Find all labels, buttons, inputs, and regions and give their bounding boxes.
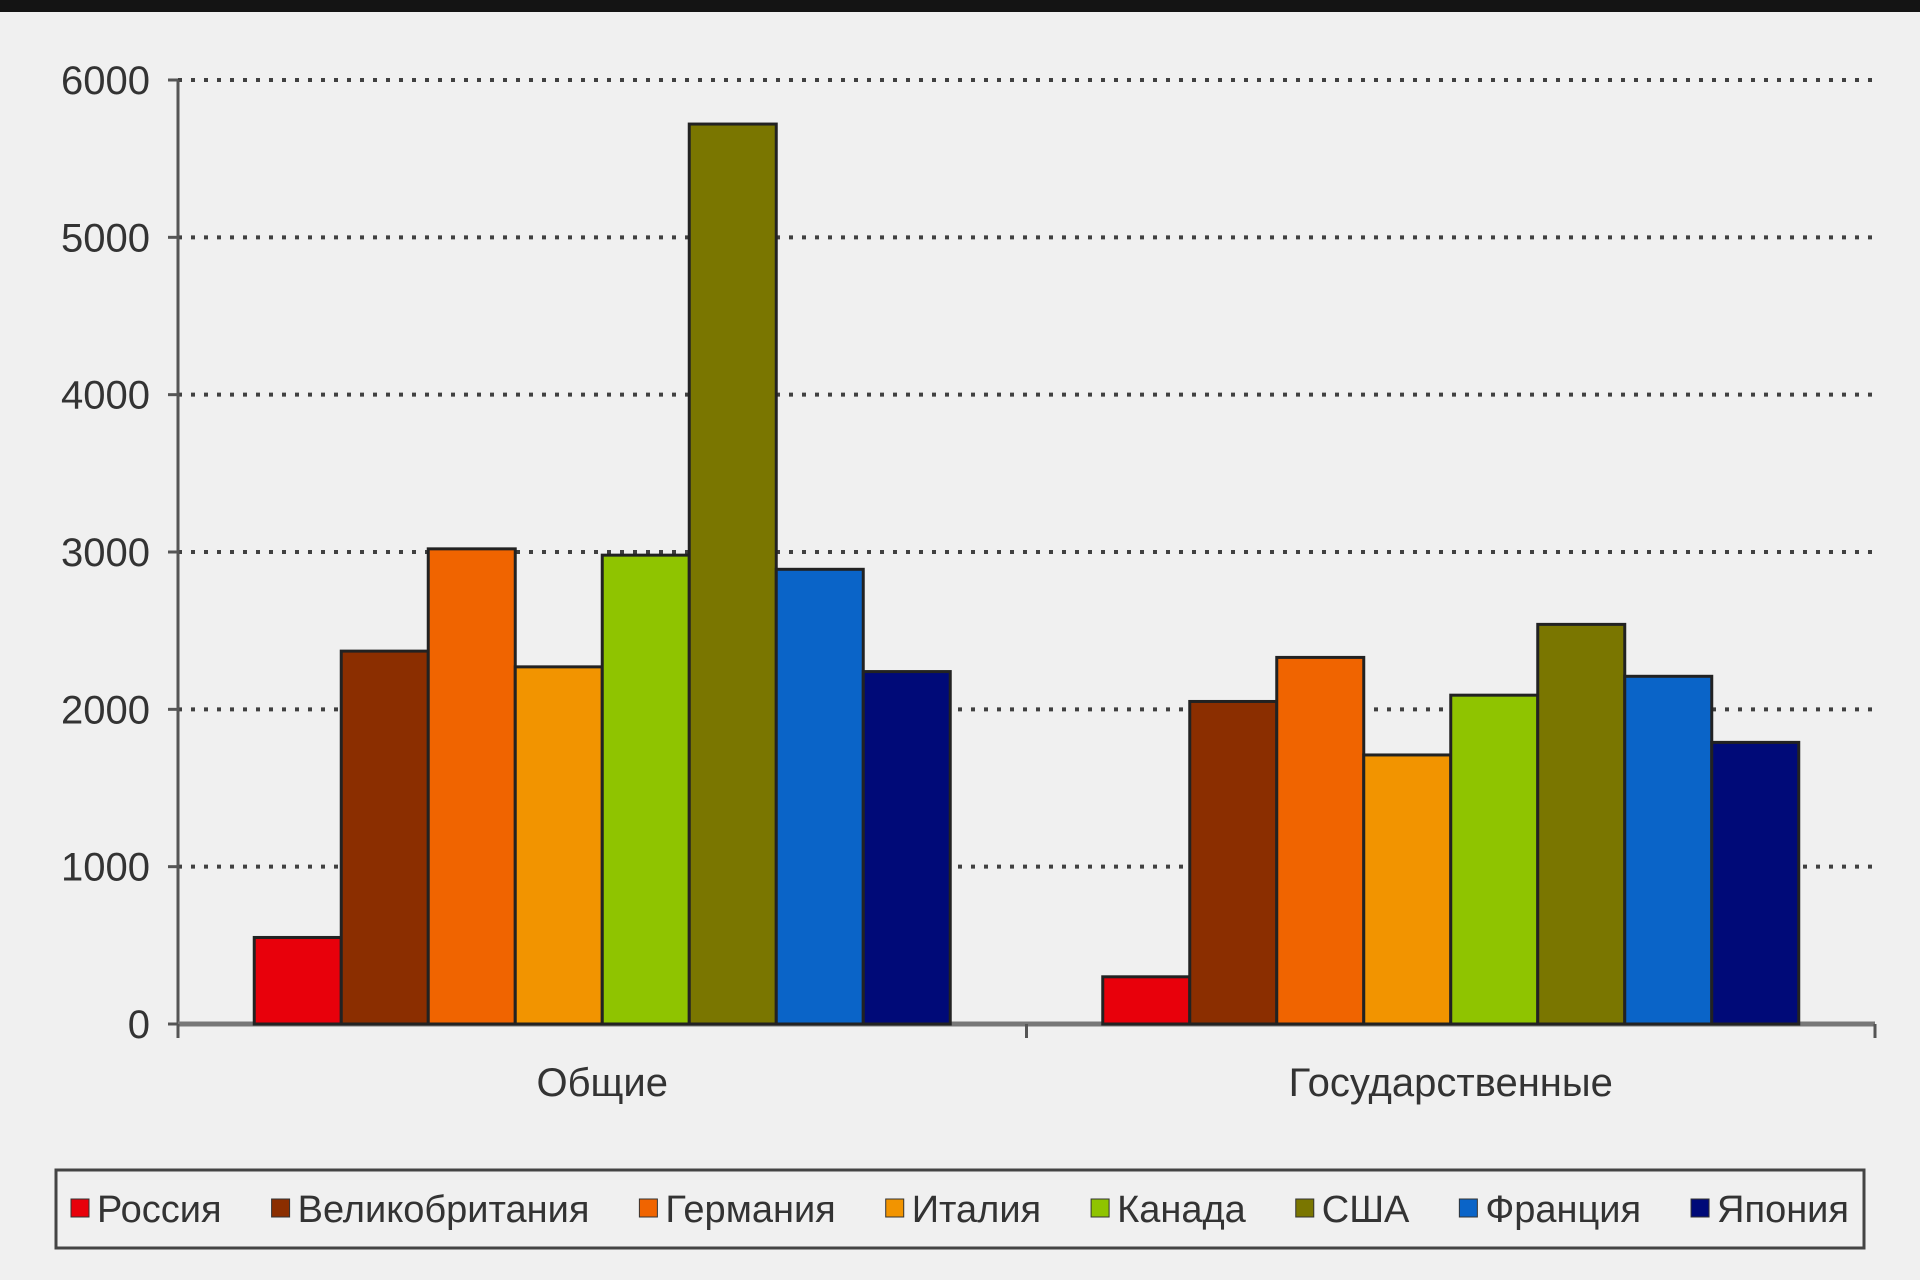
legend-swatch [70, 1198, 90, 1218]
legend-swatch [885, 1198, 905, 1218]
y-tick-label: 6000 [61, 59, 150, 103]
top-border [0, 0, 1920, 12]
bar-США [1536, 622, 1627, 1026]
legend-label: Япония [1717, 1189, 1849, 1231]
bars [252, 122, 1801, 1026]
y-tick-label: 5000 [61, 216, 150, 260]
bar-Германия [1275, 655, 1366, 1026]
y-tick-label: 0 [128, 1003, 150, 1047]
bar-Италия [513, 665, 604, 1026]
legend-label: Италия [912, 1189, 1041, 1231]
legend-box [54, 1168, 1866, 1250]
legend-swatch [271, 1198, 291, 1218]
legend-label: Россия [97, 1189, 222, 1231]
bar-Россия [1101, 975, 1192, 1026]
legend: Россия Великобритания Германия Италия Канада… [54, 1168, 1866, 1250]
legend-label: Канада [1117, 1189, 1247, 1231]
legend-label: Великобритания [298, 1189, 590, 1231]
gridlines [178, 78, 1875, 869]
legend-label: Франция [1485, 1189, 1641, 1231]
y-tick-label: 3000 [61, 531, 150, 575]
legend-swatch [1295, 1198, 1315, 1218]
bar-Канада [600, 553, 691, 1026]
bar-Канада [1449, 693, 1540, 1026]
labels: 0 1000 2000 3000 4000 5000 6000 Общие Государств… [61, 59, 1613, 1105]
bar-Великобритания [339, 649, 430, 1026]
bar-Германия [426, 547, 517, 1026]
bar-Россия [252, 935, 343, 1026]
legend-swatch [1690, 1198, 1710, 1218]
legend-swatch [1458, 1198, 1478, 1218]
bar-США [687, 122, 778, 1026]
bar-Франция [774, 567, 865, 1026]
bar-Япония [1710, 740, 1801, 1026]
bar-Италия [1362, 753, 1453, 1026]
legend-label: США [1322, 1189, 1410, 1231]
x-category-label: Государственные [1289, 1061, 1613, 1105]
y-tick-label: 1000 [61, 846, 150, 890]
bar-Япония [861, 670, 952, 1026]
y-tick-label: 2000 [61, 688, 150, 732]
legend-swatch [638, 1198, 658, 1218]
bar-Великобритания [1188, 699, 1279, 1026]
legend-swatch [1090, 1198, 1110, 1218]
bar-Франция [1623, 674, 1714, 1026]
y-tick-label: 4000 [61, 374, 150, 418]
legend-label: Германия [665, 1189, 835, 1231]
x-category-label: Общие [536, 1061, 668, 1105]
